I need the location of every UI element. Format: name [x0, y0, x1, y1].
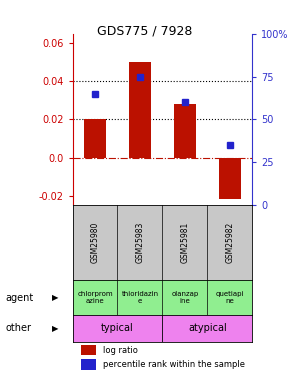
Text: ▶: ▶ — [52, 324, 58, 333]
Text: ▶: ▶ — [52, 293, 58, 302]
Bar — [84, 120, 106, 158]
Text: quetiapi
ne: quetiapi ne — [215, 291, 244, 304]
Text: chlorprom
azine: chlorprom azine — [77, 291, 113, 304]
Text: GSM25980: GSM25980 — [90, 222, 99, 263]
Text: GSM25981: GSM25981 — [180, 222, 189, 263]
Text: agent: agent — [6, 292, 34, 303]
FancyBboxPatch shape — [81, 360, 96, 370]
Text: GDS775 / 7928: GDS775 / 7928 — [97, 24, 193, 38]
Text: other: other — [6, 323, 32, 333]
Text: log ratio: log ratio — [103, 345, 138, 354]
Text: thioridazin
e: thioridazin e — [121, 291, 159, 304]
Bar — [219, 158, 241, 200]
Text: GSM25983: GSM25983 — [135, 222, 144, 263]
Text: percentile rank within the sample: percentile rank within the sample — [103, 360, 245, 369]
Text: atypical: atypical — [188, 323, 227, 333]
Text: typical: typical — [101, 323, 134, 333]
Bar — [129, 62, 151, 158]
FancyBboxPatch shape — [81, 345, 96, 355]
Bar — [174, 104, 196, 158]
Text: GSM25982: GSM25982 — [225, 222, 234, 263]
Text: olanzap
ine: olanzap ine — [171, 291, 198, 304]
